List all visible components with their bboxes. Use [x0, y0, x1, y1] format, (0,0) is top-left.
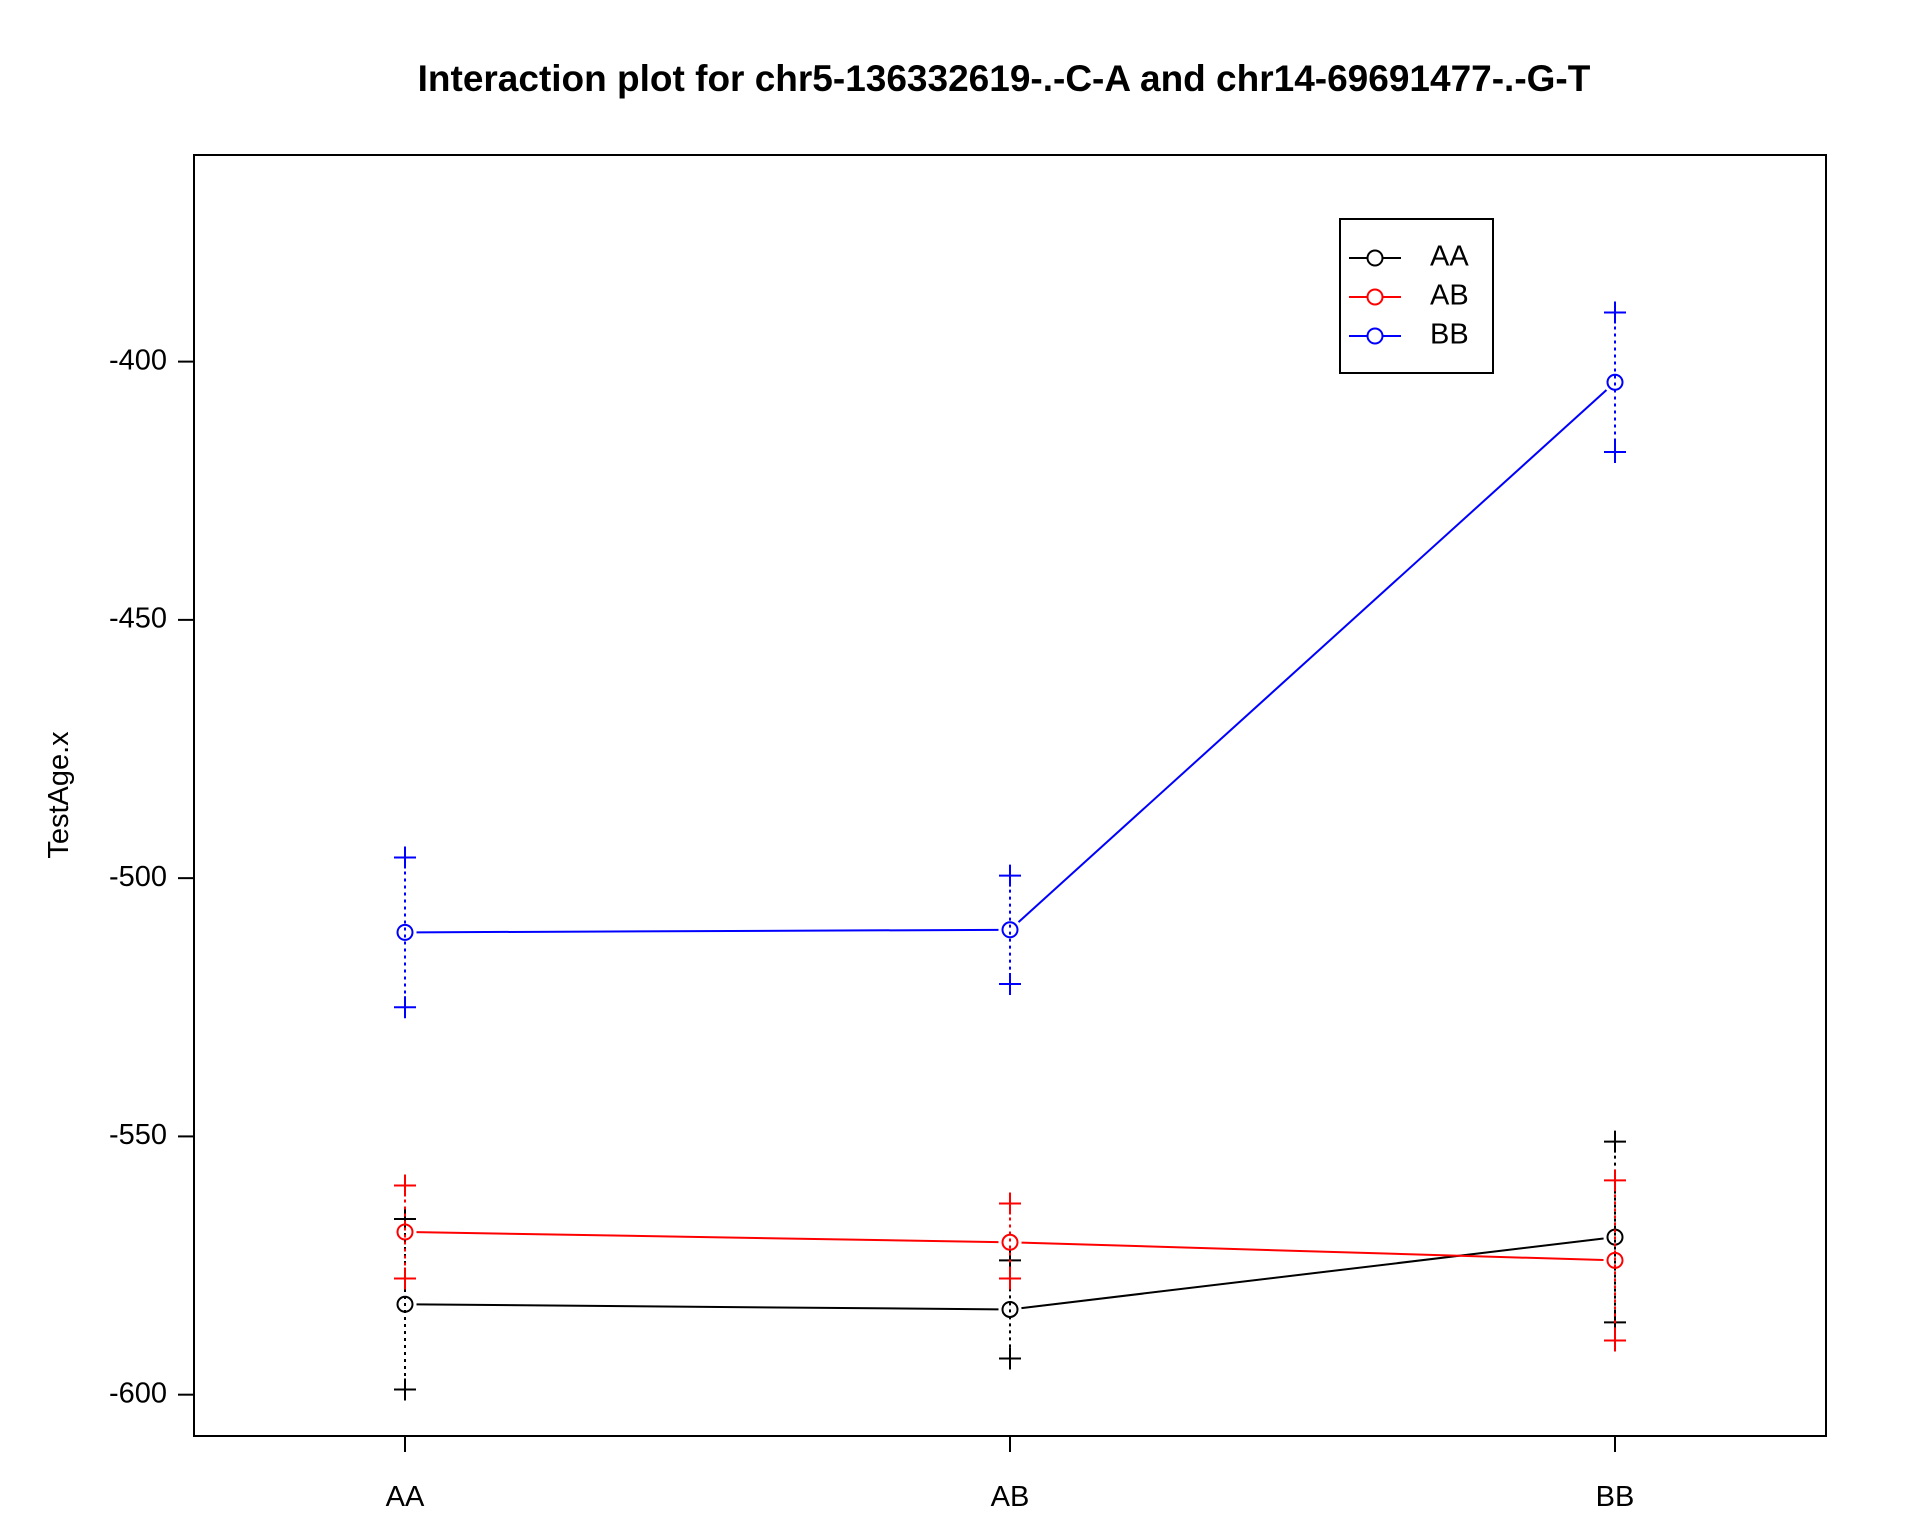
x-axis: AA AB BB	[386, 1436, 1635, 1513]
y-axis-label: TestAge.x	[43, 731, 75, 859]
series-line-segment	[1017, 389, 1608, 923]
y-tick-label: -550	[109, 1119, 167, 1151]
mean-point	[396, 1223, 414, 1241]
bound-marker	[999, 864, 1021, 887]
chart-title: Interaction plot for chr5-136332619-.-C-…	[418, 58, 1591, 99]
legend: AA AB BB	[1339, 218, 1494, 374]
legend-label: BB	[1430, 319, 1469, 351]
bound-marker	[1604, 1169, 1626, 1192]
bound-marker	[1604, 301, 1626, 324]
mean-point	[1606, 1251, 1624, 1269]
legend-marker	[1366, 249, 1384, 267]
mean-point	[396, 923, 414, 941]
bound-marker	[1604, 1329, 1626, 1352]
legend-marker	[1366, 288, 1384, 306]
series-line-segment	[1021, 1241, 1604, 1262]
y-tick-label: -600	[109, 1377, 167, 1409]
series-layer	[394, 301, 1626, 1401]
series-bb	[394, 301, 1626, 1019]
mean-point	[1606, 373, 1624, 391]
x-tick-label: BB	[1596, 1481, 1635, 1513]
bound-marker	[999, 973, 1021, 996]
bound-marker	[394, 1208, 416, 1231]
bound-marker	[394, 996, 416, 1019]
legend-label: AB	[1430, 280, 1469, 312]
bound-marker	[394, 1174, 416, 1197]
bound-marker	[394, 1378, 416, 1401]
series-line-segment	[416, 1231, 999, 1244]
bound-marker	[999, 1192, 1021, 1215]
mean-point	[396, 1295, 414, 1313]
x-tick-label: AA	[386, 1481, 425, 1513]
bound-marker	[394, 1267, 416, 1290]
series-line-segment	[416, 928, 999, 934]
bound-marker	[1604, 441, 1626, 464]
y-tick-label: -500	[109, 861, 167, 893]
series-ab	[394, 1169, 1626, 1352]
series-line-segment	[1021, 1237, 1604, 1310]
mean-point	[1001, 1233, 1019, 1251]
mean-point	[1001, 1300, 1019, 1318]
bound-marker	[1604, 1130, 1626, 1153]
series-line-segment	[416, 1303, 999, 1311]
plot-frame	[193, 154, 1827, 1437]
legend-marker	[1366, 327, 1384, 345]
series-aa	[394, 1130, 1626, 1401]
bound-marker	[999, 1267, 1021, 1290]
y-axis: -600 -550 -500 -450 -400	[109, 344, 194, 1409]
legend-label: AA	[1430, 241, 1469, 273]
mean-point	[1001, 921, 1019, 939]
bound-marker	[999, 1347, 1021, 1370]
y-tick-label: -400	[109, 344, 167, 376]
x-tick-label: AB	[991, 1481, 1030, 1513]
y-tick-label: -450	[109, 603, 167, 635]
bound-marker	[394, 846, 416, 869]
